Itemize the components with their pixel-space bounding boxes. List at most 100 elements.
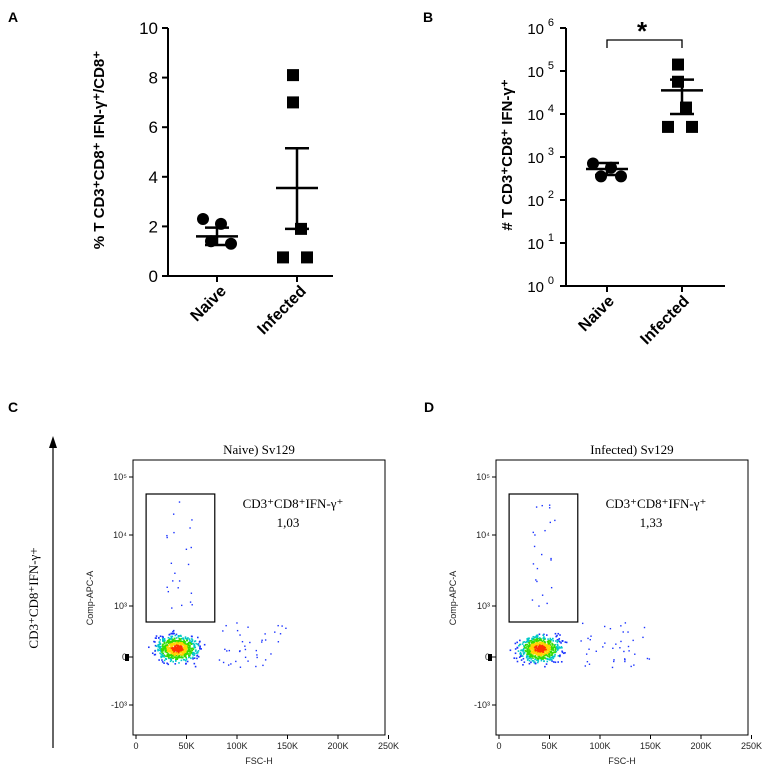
panel-d-event-dot bbox=[539, 652, 541, 655]
panel-d-event-dot bbox=[532, 638, 535, 641]
panel-d-event-dot bbox=[522, 647, 525, 650]
panel-c-event-dot bbox=[193, 657, 196, 659]
panel-d-event-dot bbox=[526, 649, 529, 651]
panel-d-event-dot bbox=[532, 655, 535, 657]
panel-c-event-dot bbox=[162, 649, 165, 651]
panel-d-event-dot bbox=[551, 642, 553, 645]
panel-c-event-dot bbox=[167, 644, 170, 647]
panel-d-sparse-event-dot bbox=[646, 657, 649, 660]
panel-c-event-dot bbox=[188, 640, 191, 642]
panel-d-event-dot bbox=[541, 649, 544, 652]
panel-d-event-dots bbox=[509, 504, 651, 669]
panel-c-event-dot bbox=[172, 657, 175, 659]
panel-d-event-dot bbox=[545, 645, 547, 647]
panel-d-event-dot bbox=[531, 643, 533, 646]
panel-d-event-dot bbox=[559, 654, 561, 657]
panel-d-event-dot bbox=[519, 653, 521, 655]
panel-d-event-dot bbox=[543, 654, 546, 657]
panel-d-event-dot bbox=[545, 646, 548, 649]
panel-d-sparse-event-dot bbox=[648, 658, 651, 660]
panel-c-gated-event-dot bbox=[177, 587, 179, 589]
panel-c-event-dot bbox=[196, 636, 199, 639]
panel-d-event-dot bbox=[548, 642, 550, 644]
panel-c-event-dot bbox=[179, 656, 182, 659]
panel-d-sparse-event-dot bbox=[620, 625, 622, 627]
panel-c-event-dot bbox=[185, 658, 188, 660]
panel-d-event-dot bbox=[548, 647, 551, 650]
panel-c-event-dot bbox=[173, 643, 176, 646]
panel-c-event-dot bbox=[163, 639, 165, 642]
panel-c-event-dot bbox=[172, 629, 175, 632]
panel-d-event-dot bbox=[534, 651, 537, 653]
panel-c-event-dot bbox=[173, 642, 175, 645]
panel-c-event-dot bbox=[193, 654, 196, 656]
panel-d-x-tick-label: 0 bbox=[496, 741, 501, 751]
panel-d-event-dot bbox=[540, 657, 543, 660]
panel-d-event-dot bbox=[528, 648, 531, 650]
panel-d-event-dot bbox=[551, 648, 553, 651]
panel-d-event-dot bbox=[534, 662, 537, 665]
panel-c-gated-event-dot bbox=[181, 604, 183, 607]
panel-c-event-dot bbox=[164, 646, 167, 648]
panel-d-event-dot bbox=[528, 640, 531, 642]
panel-d-sparse-event-dot bbox=[628, 650, 630, 652]
panel-c-event-dot bbox=[160, 653, 162, 655]
panel-d-event-dot bbox=[544, 641, 546, 644]
panel-c-event-dot bbox=[167, 653, 169, 656]
panel-d-sparse-event-dot bbox=[612, 647, 614, 650]
panel-d-sparse-event-dot bbox=[633, 664, 635, 666]
panel-d-event-dot bbox=[545, 657, 548, 660]
panel-d-sparse-event-dot bbox=[627, 645, 630, 648]
panel-d-event-dot bbox=[542, 634, 544, 636]
panel-c-event-dots bbox=[148, 501, 287, 668]
panel-d-gated-event-dot bbox=[550, 559, 552, 561]
panel-d-event-dot bbox=[521, 643, 524, 645]
panel-c-event-dot bbox=[177, 645, 180, 648]
panel-c-event-dot bbox=[188, 638, 191, 640]
panel-c-event-dot bbox=[196, 657, 198, 660]
panel-c-title: Naive) Sv129 bbox=[223, 442, 295, 457]
panel-d-event-dot bbox=[550, 651, 552, 653]
panel-c-event-dot bbox=[184, 636, 187, 638]
panel-d-gated-event-dot bbox=[548, 507, 551, 509]
panel-c-event-dot bbox=[194, 646, 197, 649]
panel-d-event-dot bbox=[532, 652, 534, 654]
panel-c-event-dot bbox=[187, 637, 189, 639]
panel-d-event-dot bbox=[515, 657, 518, 660]
panel-c-gated-event-dot bbox=[166, 534, 168, 537]
panel-c-sparse-event-dot bbox=[224, 648, 226, 651]
panel-b-y-tick-label: 10 bbox=[527, 193, 544, 210]
panel-d-event-dot bbox=[546, 645, 549, 647]
panel-c-event-dot bbox=[161, 651, 163, 653]
panel-c-event-dot bbox=[175, 637, 178, 639]
panel-d-event-dot bbox=[525, 656, 528, 659]
panel-d-event-dot bbox=[538, 657, 541, 659]
panel-d-event-dot bbox=[564, 652, 566, 654]
panel-d-event-dot bbox=[534, 657, 537, 659]
panel-c-event-dot bbox=[199, 640, 201, 643]
panel-c-gated-event-dot bbox=[171, 607, 173, 609]
panel-c-event-dot bbox=[167, 649, 169, 652]
panel-c-event-dot bbox=[157, 649, 159, 652]
panel-c-event-dot bbox=[178, 647, 181, 650]
panel-d-event-dot bbox=[535, 634, 538, 637]
panel-d-sparse-event-dot bbox=[609, 627, 612, 630]
panel-d-x-tick-label: 250K bbox=[741, 741, 762, 751]
panel-d-event-dot bbox=[559, 640, 561, 643]
panel-d-sparse-event-dot bbox=[587, 637, 589, 640]
panel-c-event-dot bbox=[185, 656, 187, 659]
panel-b-y-tick-exponent: 5 bbox=[548, 60, 554, 72]
panel-c-gated-event-dot bbox=[167, 590, 170, 593]
panel-c-sparse-event-dot bbox=[222, 661, 225, 664]
panel-d-event-dot bbox=[536, 648, 538, 650]
panel-c-gated-event-dot bbox=[166, 536, 168, 539]
panel-c-event-dot bbox=[186, 653, 189, 655]
panel-c-gated-event-dot bbox=[178, 501, 181, 503]
panel-d-event-dot bbox=[552, 640, 555, 642]
panel-c-event-dot bbox=[188, 648, 190, 651]
panel-d-event-dot bbox=[524, 641, 527, 644]
panel-c-event-dot bbox=[172, 651, 175, 653]
panel-d-event-dot bbox=[550, 658, 553, 661]
panel-d-event-dot bbox=[534, 655, 536, 658]
panel-c-event-dot bbox=[161, 645, 164, 647]
